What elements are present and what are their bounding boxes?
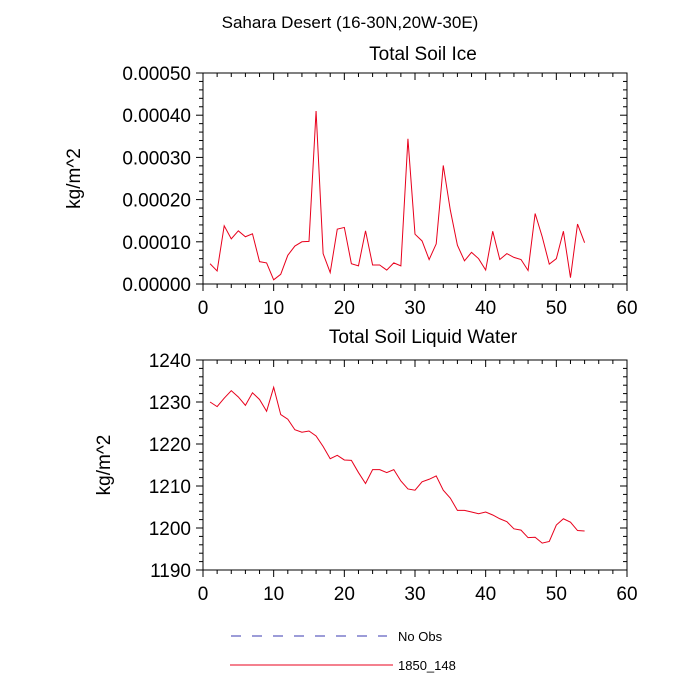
- x-tick-label: 10: [263, 298, 284, 319]
- x-tick-label: 40: [475, 584, 496, 605]
- y-axis-label: kg/m^2: [94, 435, 115, 496]
- x-tick-label: 20: [334, 584, 355, 605]
- x-tick-label: 60: [616, 584, 637, 605]
- panel-2: Total Soil Liquid Water 0 10 20 30 40 50 60 1190…: [94, 327, 638, 605]
- y-tick-label: 0.00000: [122, 275, 191, 296]
- y-tick-label: 0.00040: [122, 106, 191, 127]
- x-tick-label: 0: [198, 584, 209, 605]
- y-tick-label: 0.00030: [122, 148, 191, 169]
- legend-label: 1850_148: [398, 658, 456, 673]
- y-axis-label: kg/m^2: [64, 148, 85, 209]
- panel-1: Total Soil Ice 0 10 20 30 40 50 60 0.00000 0.0001…: [64, 44, 638, 319]
- x-tick-label: 50: [546, 584, 567, 605]
- y-tick-label: 0.00020: [122, 191, 191, 212]
- x-tick-label: 30: [404, 584, 425, 605]
- legend-item: No Obs: [231, 629, 443, 644]
- x-tick-label: 10: [263, 584, 284, 605]
- y-tick-label: 1230: [149, 393, 191, 414]
- y-tick-label: 1210: [149, 477, 191, 498]
- legend-item: 1850_148: [230, 658, 456, 673]
- x-tick-label: 0: [198, 298, 209, 319]
- panel-title: Total Soil Ice: [369, 44, 477, 65]
- panel-title: Total Soil Liquid Water: [329, 327, 518, 348]
- y-tick-label: 1200: [149, 519, 191, 540]
- series-line-1850_148: [209, 385, 585, 544]
- legend: No Obs 1850_148: [230, 629, 456, 673]
- y-tick-label: 0.00050: [122, 64, 191, 85]
- series-line-1850_148: [209, 110, 586, 281]
- y-tick-label: 1240: [149, 351, 191, 372]
- plot-frame: [202, 72, 628, 285]
- chart-panels: Total Soil Ice 0 10 20 30 40 50 60 0.00000 0.0001…: [64, 44, 638, 605]
- plot-frame: [202, 359, 628, 571]
- x-tick-label: 50: [546, 298, 567, 319]
- x-tick-label: 20: [334, 298, 355, 319]
- x-tick-label: 60: [616, 298, 637, 319]
- y-tick-label: 1220: [149, 435, 191, 456]
- y-tick-label: 1190: [150, 561, 191, 582]
- x-tick-label: 40: [475, 298, 496, 319]
- y-tick-label: 0.00010: [122, 233, 191, 254]
- legend-label: No Obs: [398, 629, 443, 644]
- figure-suptitle: Sahara Desert (16-30N,20W-30E): [222, 13, 479, 32]
- x-tick-label: 30: [404, 298, 425, 319]
